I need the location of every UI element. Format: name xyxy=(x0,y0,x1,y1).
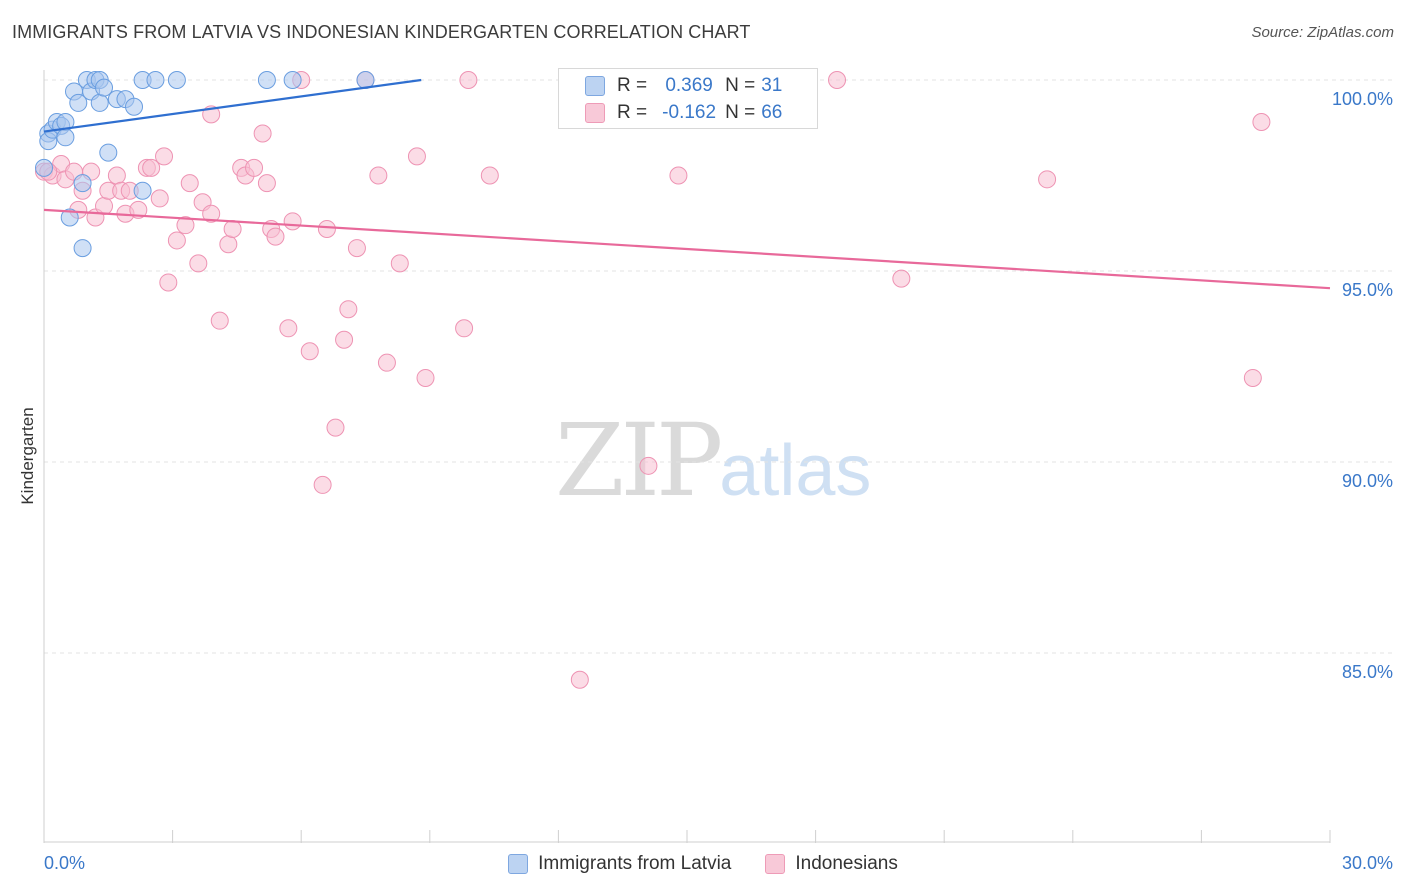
data-point-indonesians xyxy=(369,166,388,185)
trend-line-indonesians xyxy=(43,208,1331,290)
data-point-latvia xyxy=(73,174,92,193)
legend-n-label: N = xyxy=(725,102,756,123)
data-point-indonesians xyxy=(639,456,658,475)
data-point-indonesians xyxy=(416,368,435,387)
data-point-indonesians xyxy=(1243,368,1262,387)
data-point-indonesians xyxy=(210,311,229,330)
legend-swatch-blue xyxy=(585,76,605,96)
data-point-latvia xyxy=(69,93,88,112)
trend-line-latvia xyxy=(43,78,422,133)
series-legend-label: Immigrants from Latvia xyxy=(538,853,732,874)
series-swatch-blue xyxy=(508,854,529,874)
legend-r-value: 0.369 xyxy=(665,75,713,96)
series-swatch-pink xyxy=(765,854,786,874)
data-point-indonesians xyxy=(317,219,336,238)
legend-row-indonesians: R = -0.162 N = 66 xyxy=(585,101,782,125)
data-point-indonesians xyxy=(253,124,272,143)
chart-title: IMMIGRANTS FROM LATVIA VS INDONESIAN KIN… xyxy=(12,22,751,42)
data-point-latvia xyxy=(60,208,79,227)
data-point-latvia xyxy=(35,158,53,177)
data-point-latvia xyxy=(167,71,186,89)
data-point-indonesians xyxy=(155,147,174,166)
data-point-indonesians xyxy=(407,147,426,166)
data-point-indonesians xyxy=(455,319,474,338)
data-point-indonesians xyxy=(266,227,285,246)
data-point-indonesians xyxy=(313,475,332,494)
data-point-latvia xyxy=(146,71,165,89)
data-point-indonesians xyxy=(279,319,298,338)
data-point-indonesians xyxy=(459,71,478,89)
data-point-latvia xyxy=(56,128,75,147)
data-point-indonesians xyxy=(892,269,911,288)
series-legend-latvia[interactable]: Immigrants from Latvia xyxy=(508,853,731,875)
data-point-indonesians xyxy=(223,219,242,238)
data-point-indonesians xyxy=(347,239,366,258)
legend-n-label: N = xyxy=(725,75,756,96)
data-point-indonesians xyxy=(202,204,221,223)
data-point-indonesians xyxy=(107,166,126,185)
data-point-indonesians xyxy=(669,166,688,185)
data-point-indonesians xyxy=(180,174,199,193)
data-point-indonesians xyxy=(283,212,302,231)
data-point-indonesians xyxy=(390,254,409,273)
legend-r-label: R = xyxy=(617,75,648,96)
series-legend: Immigrants from Latvia Indonesians xyxy=(0,852,1406,876)
data-point-latvia xyxy=(125,97,144,116)
series-legend-label: Indonesians xyxy=(795,853,898,874)
data-point-latvia xyxy=(99,143,118,162)
legend-r-value: -0.162 xyxy=(662,102,717,123)
data-point-latvia xyxy=(257,71,276,89)
data-point-indonesians xyxy=(480,166,499,185)
data-point-indonesians xyxy=(176,216,195,235)
y-tick-label: 90.0% xyxy=(1342,471,1393,491)
correlation-legend: R = 0.369 N = 31 R = -0.162 N = 66 xyxy=(558,68,818,129)
data-point-indonesians xyxy=(189,254,208,273)
data-point-indonesians xyxy=(150,189,169,208)
data-point-indonesians xyxy=(570,670,589,689)
data-point-indonesians xyxy=(377,353,396,372)
data-point-indonesians xyxy=(219,235,238,254)
data-point-indonesians xyxy=(257,174,276,193)
data-point-latvia xyxy=(133,181,152,200)
watermark-atlas: atlas xyxy=(719,431,872,511)
legend-swatch-pink xyxy=(585,103,605,123)
data-point-indonesians xyxy=(95,197,114,216)
data-point-latvia xyxy=(283,71,302,89)
data-point-indonesians xyxy=(326,418,345,437)
x-tick-label: 0.0% xyxy=(44,853,85,873)
y-tick-label: 100.0% xyxy=(1332,89,1393,109)
data-point-latvia xyxy=(73,239,92,258)
source-label: Source: ZipAtlas.com xyxy=(1251,24,1394,41)
data-point-indonesians xyxy=(1038,170,1057,189)
data-point-indonesians xyxy=(245,158,264,177)
series-legend-indonesians[interactable]: Indonesians xyxy=(765,853,898,875)
y-tick-label: 95.0% xyxy=(1342,280,1393,300)
y-tick-label: 85.0% xyxy=(1342,662,1393,682)
data-point-indonesians xyxy=(828,71,847,89)
data-point-indonesians xyxy=(1252,113,1271,132)
x-tick-label: 30.0% xyxy=(1342,853,1393,873)
legend-row-latvia: R = 0.369 N = 31 xyxy=(585,74,782,98)
data-point-indonesians xyxy=(300,342,319,361)
data-point-indonesians xyxy=(129,200,148,219)
legend-r-label: R = xyxy=(617,102,648,123)
legend-n-value: 66 xyxy=(761,102,783,123)
data-point-indonesians xyxy=(335,330,354,349)
data-point-latvia xyxy=(90,93,109,112)
data-point-indonesians xyxy=(142,158,161,177)
data-point-latvia xyxy=(95,78,114,97)
data-point-indonesians xyxy=(159,273,178,292)
watermark-zip: ZIP xyxy=(555,402,723,519)
data-point-indonesians xyxy=(339,300,358,319)
legend-n-value: 31 xyxy=(761,75,783,96)
data-point-indonesians xyxy=(167,231,186,250)
watermark: ZIPatlas xyxy=(555,402,871,519)
